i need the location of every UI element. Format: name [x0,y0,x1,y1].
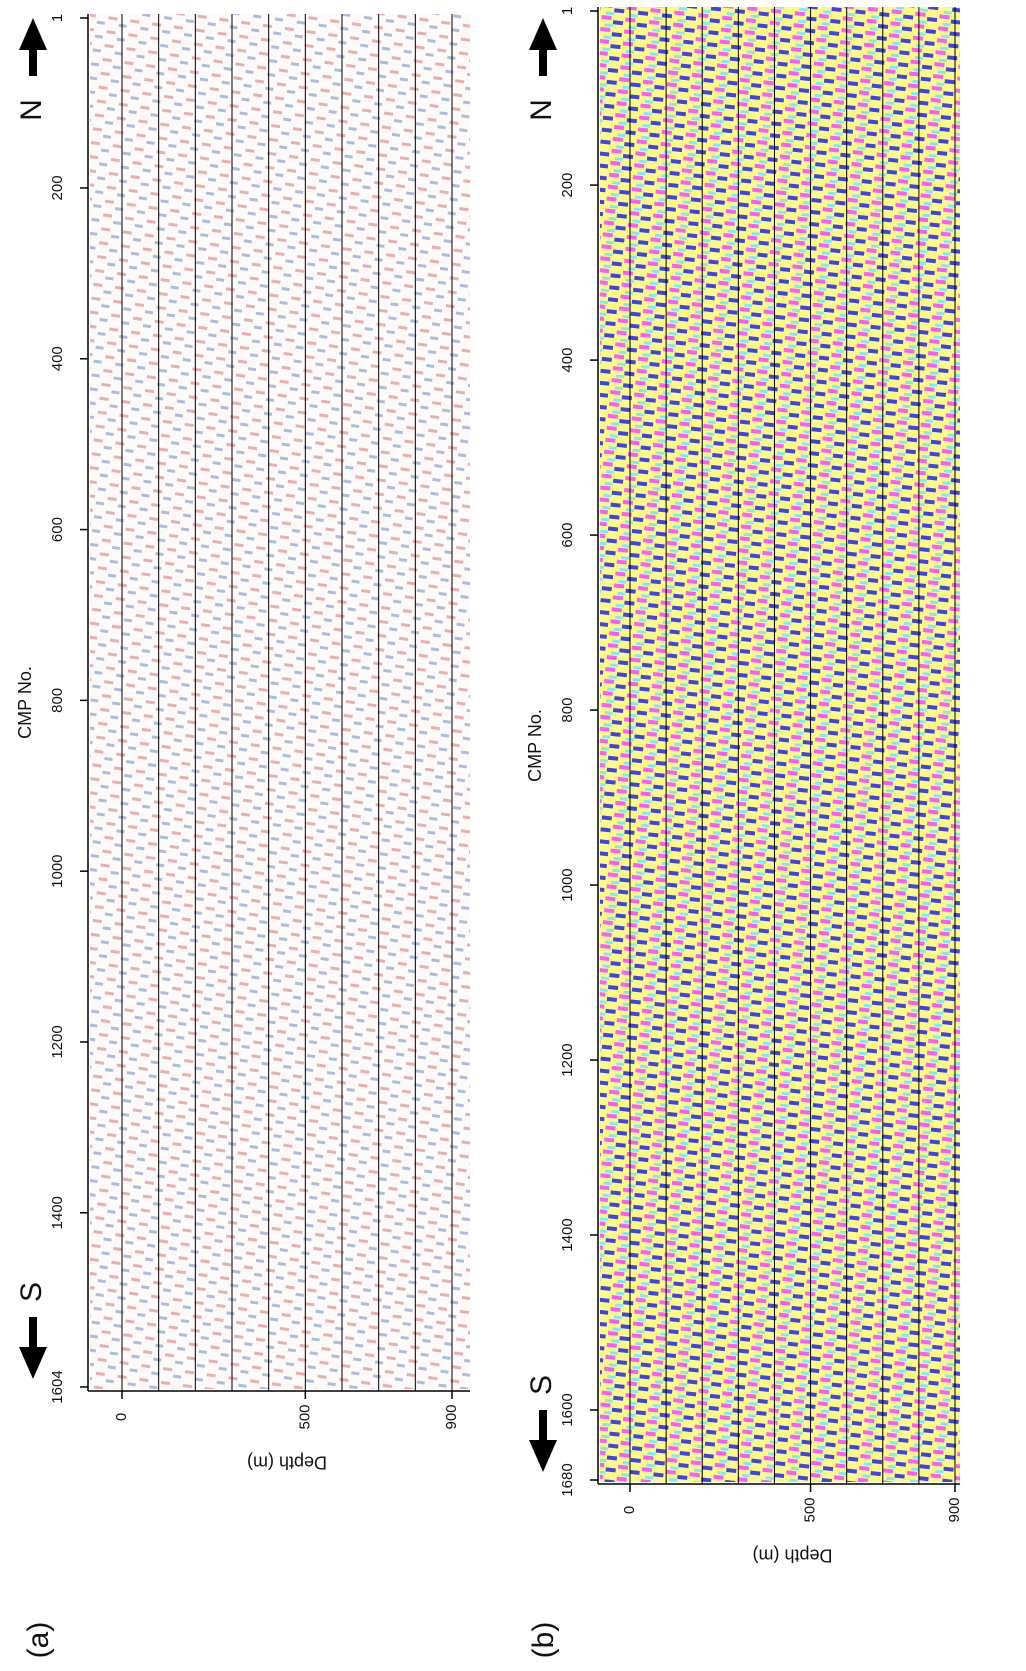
south-arrow-shaft [539,1410,547,1440]
y-tick-label: 1200 [49,1025,66,1058]
x-tick-label: 500 [296,1404,313,1429]
y-tick-label: 1 [49,14,66,22]
south-arrow [19,1347,47,1379]
north-arrow [529,18,557,50]
y-tick-label: 200 [559,173,576,198]
y-tick-label: 1000 [49,854,66,887]
x-axis-title: Depth (m) [752,1545,832,1565]
y-tick-label: 1680 [559,1463,576,1496]
south-label: S [15,1282,48,1302]
y-tick-label: 1604 [49,1370,66,1403]
y-axis-title: CMP No. [15,666,35,739]
north-arrow [19,18,47,50]
y-tick-label: 1200 [559,1043,576,1076]
y-tick-label: 600 [559,523,576,548]
seismic-image [90,14,470,1389]
south-label: S [525,1375,558,1395]
y-axis-title: CMP No. [525,709,545,782]
y-tick-label: 1400 [559,1218,576,1251]
north-label: N [15,99,48,121]
y-tick-label: 800 [559,698,576,723]
x-tick-label: 900 [946,1497,963,1522]
x-tick-label: 500 [802,1497,819,1522]
x-axis-title: Depth (m) [247,1452,327,1472]
y-tick-label: 400 [559,348,576,373]
y-tick-label: 800 [49,688,66,713]
y-tick-label: 1600 [559,1393,576,1426]
south-arrow [529,1440,557,1472]
south-arrow-shaft [29,1317,37,1347]
x-tick-label: 0 [621,1506,638,1514]
panel-label: (a) [22,1622,55,1659]
panel-label: (b) [527,1622,560,1659]
y-tick-label: 400 [49,346,66,371]
north-arrow-shaft [29,48,37,76]
y-tick-label: 200 [49,175,66,200]
x-tick-label: 900 [443,1404,460,1429]
y-tick-label: 1000 [559,868,576,901]
seismic-image [600,7,960,1482]
y-tick-label: 1 [559,7,576,15]
north-label: N [525,99,558,121]
y-tick-label: 1400 [49,1196,66,1229]
north-arrow-shaft [539,48,547,76]
x-tick-label: 0 [113,1413,130,1421]
y-tick-label: 600 [49,517,66,542]
